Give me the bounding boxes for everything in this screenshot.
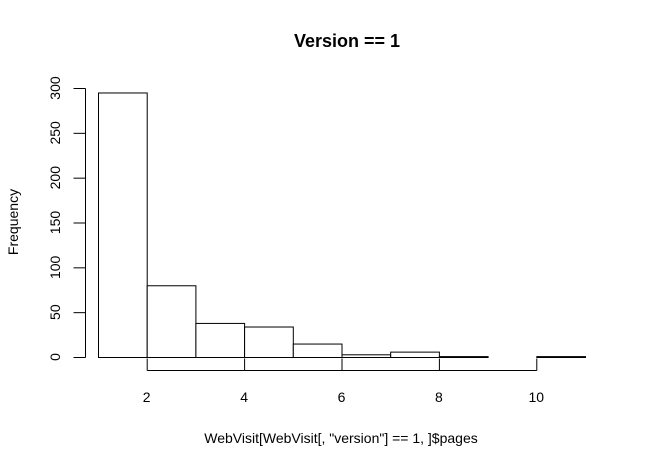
histogram-bar-5 [292, 343, 343, 358]
y-tick-label-250: 250 [47, 121, 63, 145]
y-tick-label-200: 200 [47, 166, 63, 190]
histogram-bar-6 [341, 354, 392, 358]
x-tick-label-10: 10 [529, 389, 545, 405]
x-tick-label-6: 6 [338, 389, 346, 405]
y-tick-label-0: 0 [47, 353, 63, 361]
x-tick-label-8: 8 [435, 389, 443, 405]
y-tick-label-150: 150 [47, 211, 63, 235]
x-tick-label-4: 4 [240, 389, 248, 405]
x-tick-label-2: 2 [143, 389, 151, 405]
bars-group [98, 92, 586, 359]
histogram-bar-2 [146, 285, 197, 358]
x-axis: 2 4 6 8 10 [143, 358, 545, 405]
histogram-bar-4 [244, 326, 294, 359]
y-tick-label-300: 300 [47, 76, 63, 100]
chart-title: Version == 1 [294, 31, 400, 51]
histogram-bar-3 [195, 322, 246, 358]
y-tick-label-50: 50 [47, 304, 63, 320]
y-axis: 0 50 100 150 200 250 300 [47, 76, 86, 361]
y-tick-label-100: 100 [47, 255, 63, 279]
y-axis-label: Frequency [5, 189, 21, 255]
x-axis-label: WebVisit[WebVisit[, "version"] == 1, ]$p… [204, 430, 478, 446]
histogram-bar-1 [98, 92, 148, 358]
histogram-bar-10 [536, 356, 586, 358]
histogram-bar-8 [438, 356, 489, 358]
histogram-bar-7 [390, 351, 440, 358]
